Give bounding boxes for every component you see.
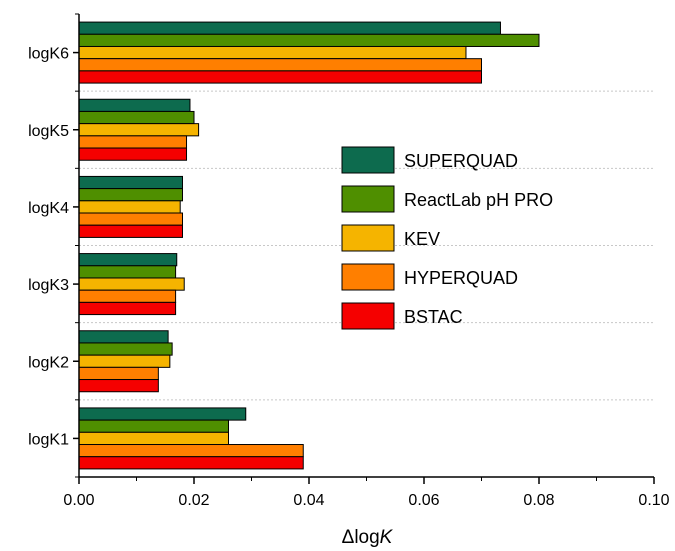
x-axis-title-italic: K bbox=[380, 527, 394, 548]
bar-logK1-bstac bbox=[78, 456, 304, 470]
x-tick-label: 0.02 bbox=[178, 492, 209, 509]
y-tick-label: logK2 bbox=[28, 354, 69, 371]
x-tick-label: 0.00 bbox=[63, 492, 94, 509]
legend: SUPERQUAD ReactLab pH PRO KEV HYPERQUAD BSTA… bbox=[341, 146, 553, 330]
bar-logK1-hyperquad bbox=[78, 444, 304, 458]
legend-label: KEV bbox=[404, 229, 440, 249]
bar-logK5-hyperquad bbox=[78, 135, 188, 149]
y-tick-label: logK5 bbox=[28, 123, 69, 140]
x-axis-title: ΔlogK bbox=[342, 527, 394, 548]
bar-logK1-kev bbox=[78, 431, 229, 446]
bar-logK4-bstac bbox=[78, 224, 183, 238]
y-tick-label: logK4 bbox=[28, 200, 69, 217]
bar-logK3-bstac bbox=[78, 301, 177, 316]
bar-logK1-reactlab-ph-pro bbox=[78, 419, 229, 433]
bar-logK2-hyperquad bbox=[78, 366, 159, 381]
x-tick-labels: 0.00 0.02 0.04 0.06 0.08 0.10 bbox=[63, 492, 669, 509]
bar-logK5-superquad bbox=[78, 98, 191, 112]
y-tick-label: logK6 bbox=[28, 46, 69, 63]
bar-logK3-reactlab-ph-pro bbox=[78, 265, 177, 279]
legend-label: ReactLab pH PRO bbox=[404, 190, 553, 210]
x-tick-label: 0.10 bbox=[638, 492, 669, 509]
bar-logK6-hyperquad bbox=[78, 58, 482, 72]
bar-logK2-reactlab-ph-pro bbox=[78, 342, 173, 356]
bar-logK5-bstac bbox=[78, 147, 188, 161]
legend-label: BSTAC bbox=[404, 307, 463, 327]
bar-logK1-superquad bbox=[78, 407, 247, 421]
axes-group bbox=[73, 13, 655, 484]
y-tick-label: logK3 bbox=[28, 277, 69, 294]
legend-swatch-reactlab-ph-pro bbox=[341, 185, 395, 213]
legend-swatch-superquad bbox=[341, 146, 395, 174]
bar-logK6-reactlab-ph-pro bbox=[78, 33, 540, 47]
x-tick-label: 0.06 bbox=[408, 492, 439, 509]
legend-swatch-hyperquad bbox=[341, 263, 395, 291]
bar-logK2-bstac bbox=[78, 379, 159, 393]
y-tick-labels: logK1 logK2 logK3 logK4 logK5 logK6 bbox=[28, 46, 69, 449]
bar-logK6-superquad bbox=[78, 21, 501, 35]
y-tick-label: logK1 bbox=[28, 431, 69, 448]
bar-logK2-superquad bbox=[78, 330, 169, 344]
bar-logK5-reactlab-ph-pro bbox=[78, 110, 195, 125]
x-axis-title-text: Δlog bbox=[342, 527, 380, 548]
legend-label: SUPERQUAD bbox=[404, 151, 518, 171]
bar-logK4-kev bbox=[78, 200, 181, 214]
bar-logK4-reactlab-ph-pro bbox=[78, 188, 183, 202]
bar-logK2-kev bbox=[78, 354, 171, 368]
bar-logK4-superquad bbox=[78, 175, 183, 190]
bar-logK3-hyperquad bbox=[78, 289, 177, 303]
bar-logK6-kev bbox=[78, 45, 467, 60]
legend-label: HYPERQUAD bbox=[404, 268, 518, 288]
bar-logK4-hyperquad bbox=[78, 212, 183, 226]
bar-logK5-kev bbox=[78, 123, 200, 137]
x-tick-label: 0.08 bbox=[523, 492, 554, 509]
legend-swatch-kev bbox=[341, 224, 395, 252]
bar-logK3-kev bbox=[78, 277, 185, 291]
bar-logK3-superquad bbox=[78, 253, 178, 267]
x-tick-label: 0.04 bbox=[293, 492, 324, 509]
bar-logK6-bstac bbox=[78, 70, 482, 84]
legend-swatch-bstac bbox=[341, 302, 395, 330]
